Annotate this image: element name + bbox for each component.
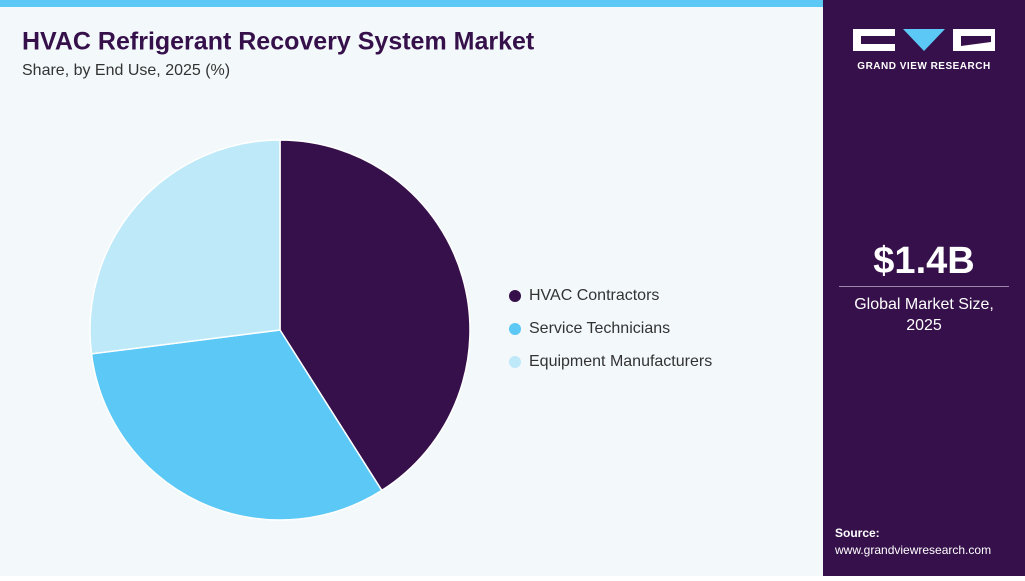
- chart-subtitle: Share, by End Use, 2025 (%): [22, 62, 230, 79]
- legend-marker: [509, 356, 521, 368]
- pie-slice: [90, 329, 383, 521]
- logo: [853, 29, 995, 51]
- pie-slice: [89, 139, 281, 355]
- logo-text: GRAND VIEW RESEARCH: [857, 61, 991, 72]
- legend-label: Service Technicians: [529, 320, 670, 337]
- chart-panel: HVAC Refrigerant Recovery System Market …: [0, 0, 823, 576]
- source-url: www.grandviewresearch.com: [835, 543, 992, 557]
- market-label: Global Market Size, 2025: [854, 296, 994, 334]
- legend-marker: [509, 323, 521, 335]
- market-size: $1.4B: [873, 240, 975, 282]
- sidebar: GRAND VIEW RESEARCH $1.4B Global Market …: [823, 0, 1025, 576]
- legend-label: HVAC Contractors: [529, 287, 659, 304]
- source-label: Source:: [835, 526, 880, 540]
- pie-slice: [279, 139, 471, 492]
- chart: HVAC Refrigerant Recovery System Market …: [22, 28, 712, 521]
- legend-label: Equipment Manufacturers: [529, 353, 712, 370]
- chart-title: HVAC Refrigerant Recovery System Market: [22, 28, 535, 56]
- legend-marker: [509, 290, 521, 302]
- divider: [839, 286, 1009, 287]
